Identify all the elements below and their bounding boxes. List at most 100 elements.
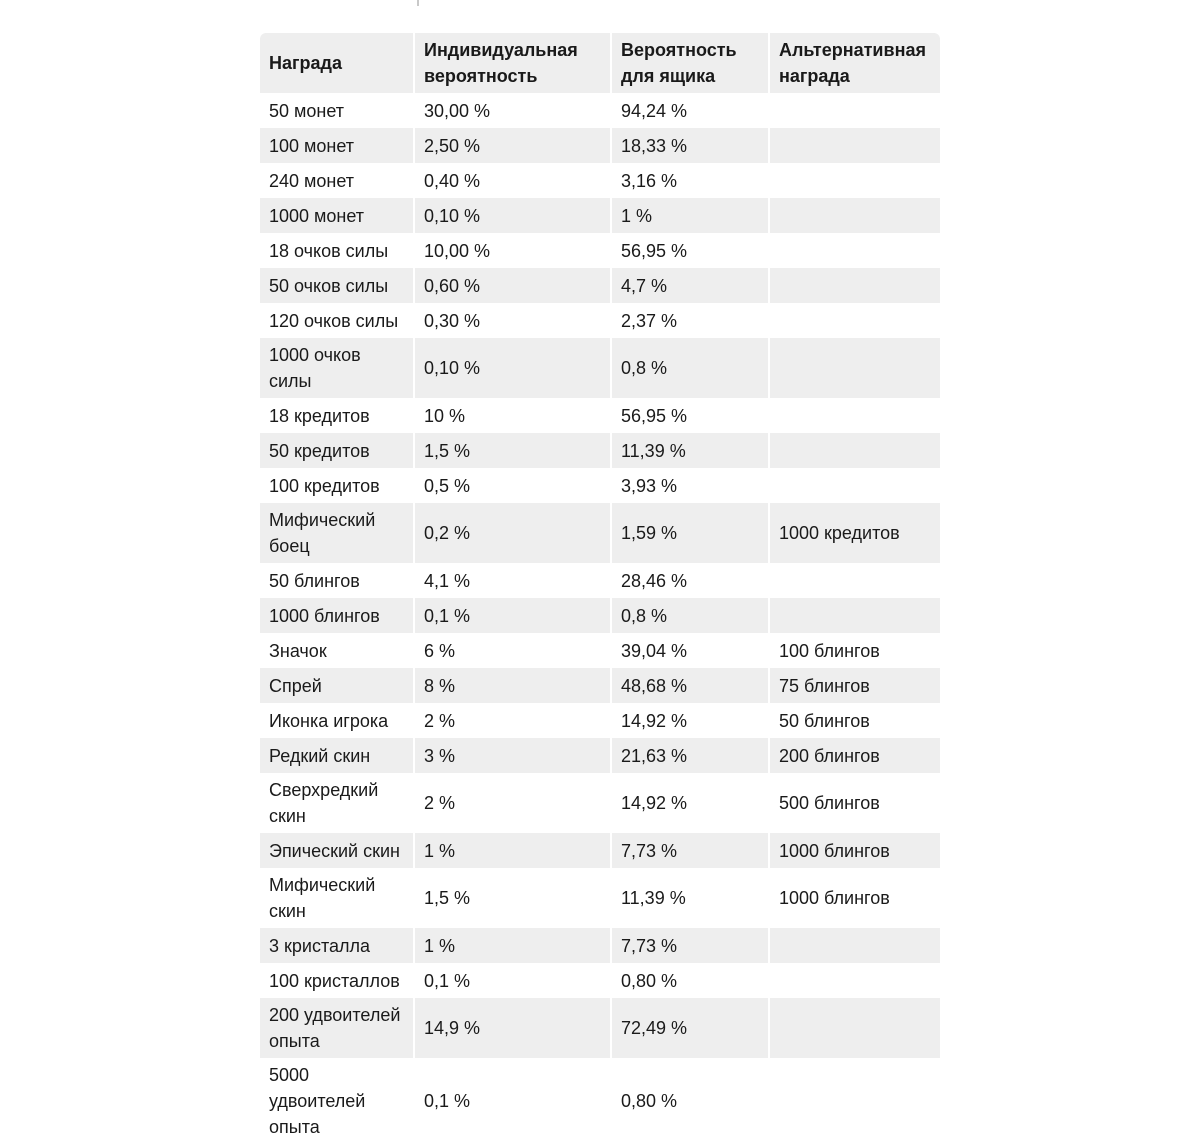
individual-probability-cell: 1,5 % xyxy=(415,868,612,928)
reward-cell: Сверхредкий скин xyxy=(260,773,415,833)
box-probability-cell: 39,04 % xyxy=(612,633,770,668)
table-body: 50 монет 30,00 % 94,24 % 100 монет 2,50 % 18,… xyxy=(260,93,940,1144)
alternative-reward-cell xyxy=(770,928,940,963)
alternative-reward-cell xyxy=(770,163,940,198)
alternative-reward-cell: 75 блингов xyxy=(770,668,940,703)
alternative-reward-cell xyxy=(770,398,940,433)
individual-probability-cell: 0,10 % xyxy=(415,338,612,398)
column-header-individual-probability: Индивидуальная вероятность xyxy=(415,33,612,93)
alternative-reward-cell: 1000 блингов xyxy=(779,888,890,908)
individual-probability-cell: 3 % xyxy=(415,738,612,773)
reward-cell: 1000 блингов xyxy=(260,598,415,633)
table-row: 200 удвоителей опыта 14,9 % 72,49 % xyxy=(260,998,940,1058)
alternative-reward-cell: 500 блингов xyxy=(779,793,880,813)
individual-probability-cell: 30,00 % xyxy=(415,93,612,128)
box-probability-cell: 1 % xyxy=(612,198,770,233)
box-probability-cell: 2,37 % xyxy=(612,303,770,338)
box-probability-cell: 14,92 % xyxy=(612,703,770,738)
reward-cell: 100 монет xyxy=(260,128,415,163)
table-row: 50 очков силы 0,60 % 4,7 % xyxy=(260,268,940,303)
individual-probability-cell: 0,5 % xyxy=(415,468,612,503)
table-row: 100 кредитов 0,5 % 3,93 % xyxy=(260,468,940,503)
alternative-reward-cell xyxy=(770,563,940,598)
box-probability-cell: 0,8 % xyxy=(612,598,770,633)
table-row: 240 монет 0,40 % 3,16 % xyxy=(260,163,940,198)
table-row: Значок 6 % 39,04 % 100 блингов xyxy=(260,633,940,668)
table-row: Спрей 8 % 48,68 % 75 блингов xyxy=(260,668,940,703)
column-header-reward: Награда xyxy=(260,33,415,93)
reward-cell: 3 кристалла xyxy=(260,928,415,963)
table-row: Эпический скин 1 % 7,73 % 1000 блингов xyxy=(260,833,940,868)
individual-probability-cell: 10 % xyxy=(415,398,612,433)
reward-cell: 50 монет xyxy=(260,93,415,128)
table-row: Редкий скин 3 % 21,63 % 200 блингов xyxy=(260,738,940,773)
alternative-reward-cell xyxy=(770,93,940,128)
alternative-reward-cell xyxy=(770,998,940,1058)
alternative-reward-cell xyxy=(770,128,940,163)
reward-cell: 1000 монет xyxy=(260,198,415,233)
reward-cell: Эпический скин xyxy=(260,833,415,868)
table-row: 1000 блингов 0,1 % 0,8 % xyxy=(260,598,940,633)
alternative-reward-cell xyxy=(770,433,940,468)
box-probability-cell: 21,63 % xyxy=(612,738,770,773)
reward-cell: 18 кредитов xyxy=(260,398,415,433)
alternative-reward-cell xyxy=(770,198,940,233)
page-top-artifact xyxy=(417,0,419,6)
alternative-reward-cell: 100 блингов xyxy=(779,640,880,661)
column-header-box-probability: Вероятность для ящика xyxy=(612,33,770,93)
alternative-reward-cell: 1000 блингов xyxy=(770,833,940,868)
alternative-reward-cell xyxy=(770,268,940,303)
individual-probability-cell: 4,1 % xyxy=(415,563,612,598)
box-probability-cell: 7,73 % xyxy=(612,928,770,963)
box-probability-cell: 48,68 % xyxy=(612,668,770,703)
table-row: Сверхредкий скин 2 % 14,92 % 500 блингов xyxy=(260,773,940,833)
probability-table: Награда Индивидуальная вероятность Вероя… xyxy=(260,33,940,1144)
box-probability-cell: 28,46 % xyxy=(612,563,770,598)
table-row: 50 монет 30,00 % 94,24 % xyxy=(260,93,940,128)
table-row: 120 очков силы 0,30 % 2,37 % xyxy=(260,303,940,338)
alternative-reward-cell xyxy=(770,468,940,503)
box-probability-cell: 0,8 % xyxy=(612,338,770,398)
box-probability-cell: 3,16 % xyxy=(612,163,770,198)
box-probability-cell: 0,80 % xyxy=(612,1058,770,1144)
individual-probability-cell: 0,40 % xyxy=(415,163,612,198)
individual-probability-cell: 8 % xyxy=(415,668,612,703)
reward-cell: 1000 очков силы xyxy=(260,338,415,398)
table-row: 18 очков силы 10,00 % 56,95 % xyxy=(260,233,940,268)
table-row: Мифический скин 1,5 % 11,39 % 1000 блингов xyxy=(260,868,940,928)
table-row: 50 кредитов 1,5 % 11,39 % xyxy=(260,433,940,468)
individual-probability-cell: 10,00 % xyxy=(415,233,612,268)
table-row: 100 монет 2,50 % 18,33 % xyxy=(260,128,940,163)
reward-cell: 100 кредитов xyxy=(260,468,415,503)
table-row: Мифический боец 0,2 % 1,59 % 1000 кредитов xyxy=(260,503,940,563)
reward-cell: Спрей xyxy=(260,668,415,703)
table-row: 50 блингов 4,1 % 28,46 % xyxy=(260,563,940,598)
individual-probability-cell: 0,1 % xyxy=(415,963,612,998)
box-probability-cell: 11,39 % xyxy=(612,433,770,468)
individual-probability-cell: 0,2 % xyxy=(415,503,612,563)
alternative-reward-cell xyxy=(770,233,940,268)
alternative-reward-cell xyxy=(770,338,940,398)
reward-cell: Иконка игрока xyxy=(260,703,415,738)
box-probability-cell: 11,39 % xyxy=(612,868,770,928)
reward-cell: 50 кредитов xyxy=(260,433,415,468)
table-header: Награда Индивидуальная вероятность Вероя… xyxy=(260,33,940,93)
table-row: Иконка игрока 2 % 14,92 % 50 блингов xyxy=(260,703,940,738)
individual-probability-cell: 1 % xyxy=(415,833,612,868)
box-probability-cell: 7,73 % xyxy=(612,833,770,868)
reward-cell: 18 очков силы xyxy=(260,233,415,268)
box-probability-cell: 14,92 % xyxy=(612,773,770,833)
box-probability-cell: 72,49 % xyxy=(612,998,770,1058)
table-row: 3 кристалла 1 % 7,73 % xyxy=(260,928,940,963)
header-row: Награда Индивидуальная вероятность Вероя… xyxy=(260,33,940,93)
reward-cell: Редкий скин xyxy=(260,738,415,773)
alternative-reward-cell xyxy=(770,303,940,338)
individual-probability-cell: 2 % xyxy=(415,773,612,833)
box-probability-cell: 18,33 % xyxy=(612,128,770,163)
box-probability-cell: 4,7 % xyxy=(612,268,770,303)
reward-cell: Мифический скин xyxy=(260,868,415,928)
reward-cell: 200 удвоителей опыта xyxy=(260,998,415,1058)
table-row: 1000 очков силы 0,10 % 0,8 % xyxy=(260,338,940,398)
reward-cell: 240 монет xyxy=(260,163,415,198)
box-probability-cell: 94,24 % xyxy=(612,93,770,128)
